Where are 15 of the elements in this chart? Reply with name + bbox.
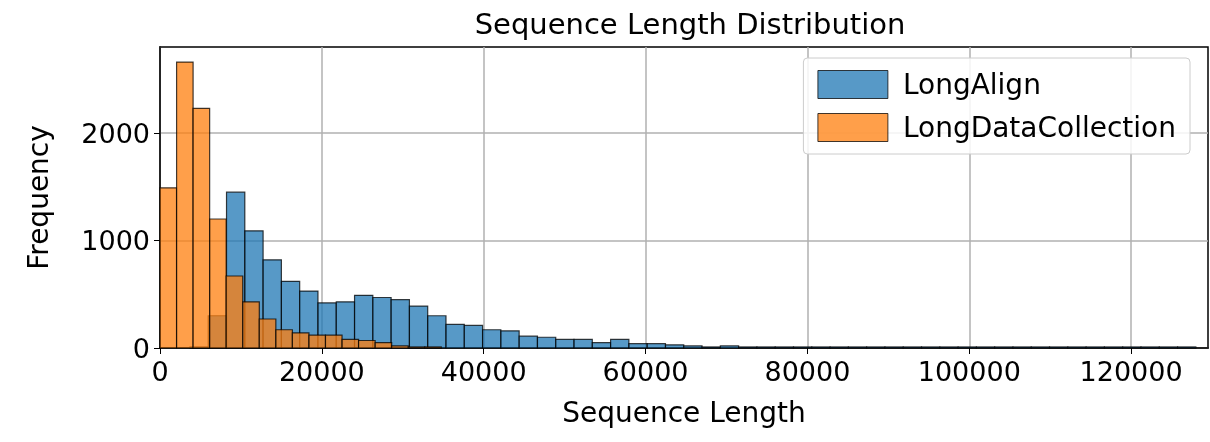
- chart-title: Sequence Length Distribution: [474, 6, 906, 41]
- x-tick-label: 0: [151, 356, 169, 387]
- y-axis-title: Frequency: [21, 125, 55, 270]
- x-tick-label: 80000: [764, 356, 851, 387]
- x-axis-title: Sequence Length: [562, 395, 806, 429]
- legend-label: LongDataCollection: [902, 111, 1176, 144]
- y-tick-label: 1000: [81, 225, 150, 256]
- x-tick-label: 60000: [602, 356, 689, 387]
- x-tick-label: 20000: [278, 356, 365, 387]
- legend-label: LongAlign: [902, 68, 1041, 101]
- y-tick-label: 2000: [81, 117, 150, 149]
- x-tick-label: 100000: [917, 356, 1021, 387]
- x-tick-label: 40000: [440, 356, 527, 387]
- y-tick-label: 0: [132, 332, 150, 364]
- x-tick-label: 120000: [1079, 356, 1183, 387]
